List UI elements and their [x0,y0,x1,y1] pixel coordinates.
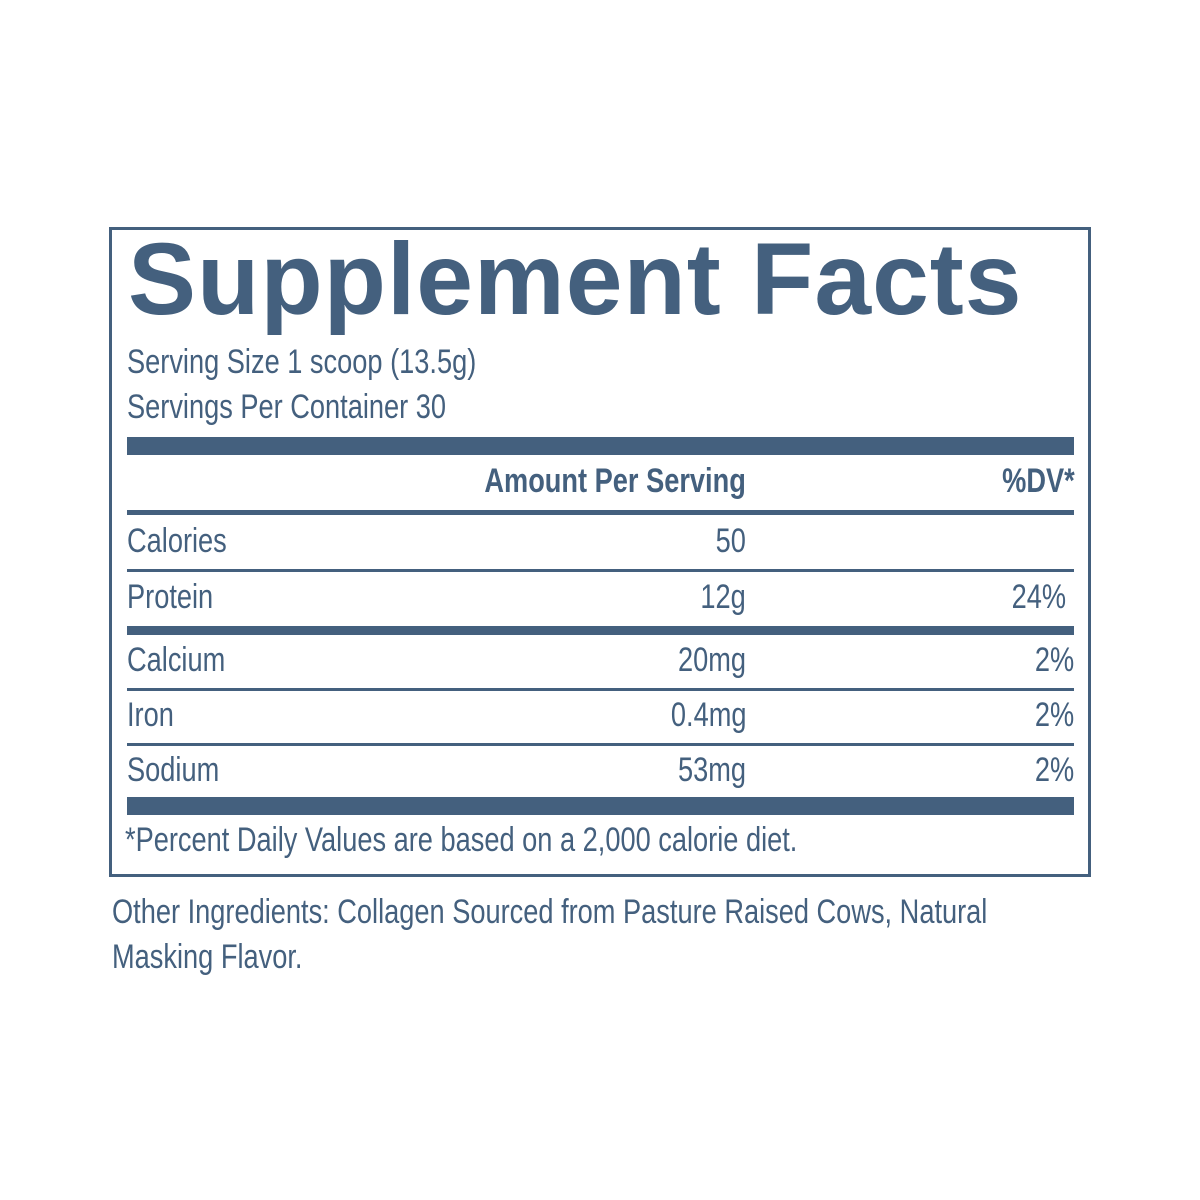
nutrient-name: Sodium [127,751,220,789]
nutrient-amount: 20mg [677,641,746,679]
nutrient-dv: 2% [1034,641,1074,679]
nutrient-name: Iron [127,696,174,734]
divider [127,437,1074,455]
nutrient-dv: 2% [1034,696,1074,734]
nutrient-amount: 0.4mg [670,696,746,734]
nutrient-amount: 50 [715,522,746,560]
dv-header: %DV* [1002,462,1075,500]
servings-per-container: Servings Per Container 30 [127,388,447,426]
nutrient-amount: 53mg [677,751,746,789]
nutrient-amount: 12g [700,578,746,616]
divider [127,743,1074,746]
amount-header: Amount Per Serving [484,462,746,500]
nutrient-dv: 2% [1034,751,1074,789]
nutrient-name: Calories [127,522,227,560]
divider [127,688,1074,691]
footnote: *Percent Daily Values are based on a 2,0… [125,821,798,859]
facts-panel [109,227,1091,877]
nutrient-name: Protein [127,578,214,616]
title: Supplement Facts [128,222,1023,336]
serving-size: Serving Size 1 scoop (13.5g) [127,343,477,381]
nutrient-name: Calcium [127,641,226,679]
other-ingredients: Other Ingredients: Collagen Sourced from… [112,893,988,976]
divider [127,569,1074,572]
divider [127,626,1074,635]
nutrient-dv: 24% [1011,578,1066,616]
divider [127,510,1074,515]
divider [127,797,1074,815]
